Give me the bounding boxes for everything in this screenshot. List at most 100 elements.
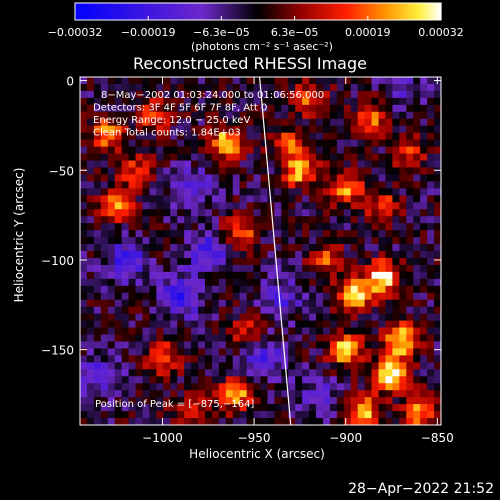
heatmap-cell bbox=[378, 271, 386, 280]
heatmap-cell bbox=[156, 230, 164, 238]
heatmap-cell bbox=[336, 320, 345, 329]
heatmap-cell bbox=[267, 153, 275, 162]
heatmap-cell bbox=[114, 264, 123, 273]
heatmap-cell bbox=[198, 257, 206, 266]
heatmap-cell bbox=[385, 216, 393, 224]
heatmap-cell bbox=[309, 397, 317, 405]
heatmap-cell bbox=[253, 362, 261, 370]
heatmap-cell bbox=[295, 223, 303, 231]
heatmap-cell bbox=[274, 90, 282, 99]
heatmap-cell bbox=[274, 292, 282, 301]
heatmap-cell bbox=[114, 257, 123, 266]
heatmap-cell bbox=[281, 83, 289, 92]
heatmap-cell bbox=[211, 77, 220, 85]
heatmap-cell bbox=[86, 292, 95, 301]
heatmap-cell bbox=[420, 160, 428, 168]
heatmap-cell bbox=[322, 292, 331, 301]
heatmap-cell bbox=[232, 139, 241, 148]
heatmap-cell bbox=[267, 369, 275, 377]
heatmap-cell bbox=[86, 132, 95, 141]
heatmap-cell bbox=[232, 90, 241, 99]
heatmap-cell bbox=[385, 209, 393, 217]
heatmap-cell bbox=[343, 83, 352, 92]
heatmap-cell bbox=[225, 160, 234, 168]
heatmap-cell bbox=[329, 320, 338, 329]
heatmap-cell bbox=[274, 216, 282, 224]
heatmap-cell bbox=[225, 216, 234, 224]
heatmap-cell bbox=[371, 118, 380, 127]
heatmap-cell bbox=[413, 264, 421, 273]
heatmap-cell bbox=[260, 313, 268, 322]
heatmap-cell bbox=[288, 404, 296, 412]
heatmap-cell bbox=[204, 216, 213, 224]
heatmap-cell bbox=[211, 292, 220, 301]
heatmap-cell bbox=[281, 244, 289, 252]
heatmap-cell bbox=[86, 223, 95, 231]
heatmap-cell bbox=[156, 257, 164, 266]
heatmap-cell bbox=[184, 209, 192, 217]
heatmap-cell bbox=[385, 397, 393, 405]
heatmap-cell bbox=[309, 278, 317, 287]
heatmap-cell bbox=[142, 90, 150, 99]
heatmap-cell bbox=[267, 292, 275, 301]
heatmap-cell bbox=[107, 390, 116, 398]
heatmap-cell bbox=[406, 90, 414, 99]
heatmap-cell bbox=[232, 348, 241, 356]
heatmap-cell bbox=[128, 306, 137, 315]
heatmap-cell bbox=[225, 418, 234, 426]
heatmap-cell bbox=[420, 97, 428, 106]
heatmap-cell bbox=[86, 397, 95, 405]
heatmap-cell bbox=[86, 299, 95, 308]
heatmap-cell bbox=[385, 202, 393, 210]
heatmap-cell bbox=[281, 376, 289, 384]
heatmap-cell bbox=[295, 139, 303, 148]
heatmap-cell bbox=[211, 418, 220, 426]
heatmap-cell bbox=[239, 390, 248, 398]
heatmap-cell bbox=[211, 264, 220, 273]
heatmap-cell bbox=[135, 160, 143, 168]
heatmap-cell bbox=[364, 257, 373, 266]
heatmap-cell bbox=[121, 167, 130, 175]
heatmap-cell bbox=[406, 125, 414, 134]
heatmap-cell bbox=[198, 362, 206, 370]
heatmap-cell bbox=[239, 188, 248, 196]
heatmap-cell bbox=[309, 153, 317, 162]
heatmap-cell bbox=[413, 83, 421, 92]
heatmap-cell bbox=[128, 77, 137, 85]
heatmap-cell bbox=[86, 376, 95, 384]
heatmap-cell bbox=[114, 118, 123, 127]
heatmap-cell bbox=[232, 77, 241, 85]
heatmap-cell bbox=[316, 334, 324, 342]
heatmap-cell bbox=[191, 320, 199, 329]
heatmap-cell bbox=[198, 320, 206, 329]
heatmap-cell bbox=[336, 230, 345, 238]
heatmap-cell bbox=[295, 146, 303, 155]
heatmap-cell bbox=[427, 83, 435, 92]
heatmap-cell bbox=[392, 83, 400, 92]
heatmap-cell bbox=[309, 348, 317, 356]
heatmap-cell bbox=[232, 167, 241, 175]
heatmap-cell bbox=[128, 271, 137, 280]
colorbar-tick-label: −0.00019 bbox=[121, 26, 176, 39]
heatmap-cell bbox=[225, 369, 234, 377]
heatmap-cell bbox=[399, 418, 407, 426]
heatmap-cell bbox=[427, 348, 435, 356]
heatmap-cell bbox=[288, 188, 296, 196]
heatmap-cell bbox=[170, 216, 178, 224]
colorbar bbox=[74, 2, 442, 21]
heatmap-cell bbox=[253, 181, 261, 189]
heatmap-cell bbox=[316, 244, 324, 252]
heatmap-cell bbox=[170, 244, 178, 252]
heatmap-cell bbox=[239, 195, 248, 203]
heatmap-cell bbox=[392, 313, 400, 322]
heatmap-cell bbox=[295, 264, 303, 273]
heatmap-cell bbox=[218, 369, 227, 377]
heatmap-cell bbox=[80, 306, 88, 315]
heatmap-cell bbox=[184, 306, 192, 315]
heatmap-cell bbox=[329, 341, 338, 349]
heatmap-cell bbox=[100, 146, 109, 155]
heatmap-cell bbox=[177, 244, 185, 252]
heatmap-cell bbox=[406, 355, 414, 363]
heatmap-cell bbox=[142, 223, 150, 231]
heatmap-cell bbox=[142, 313, 150, 322]
